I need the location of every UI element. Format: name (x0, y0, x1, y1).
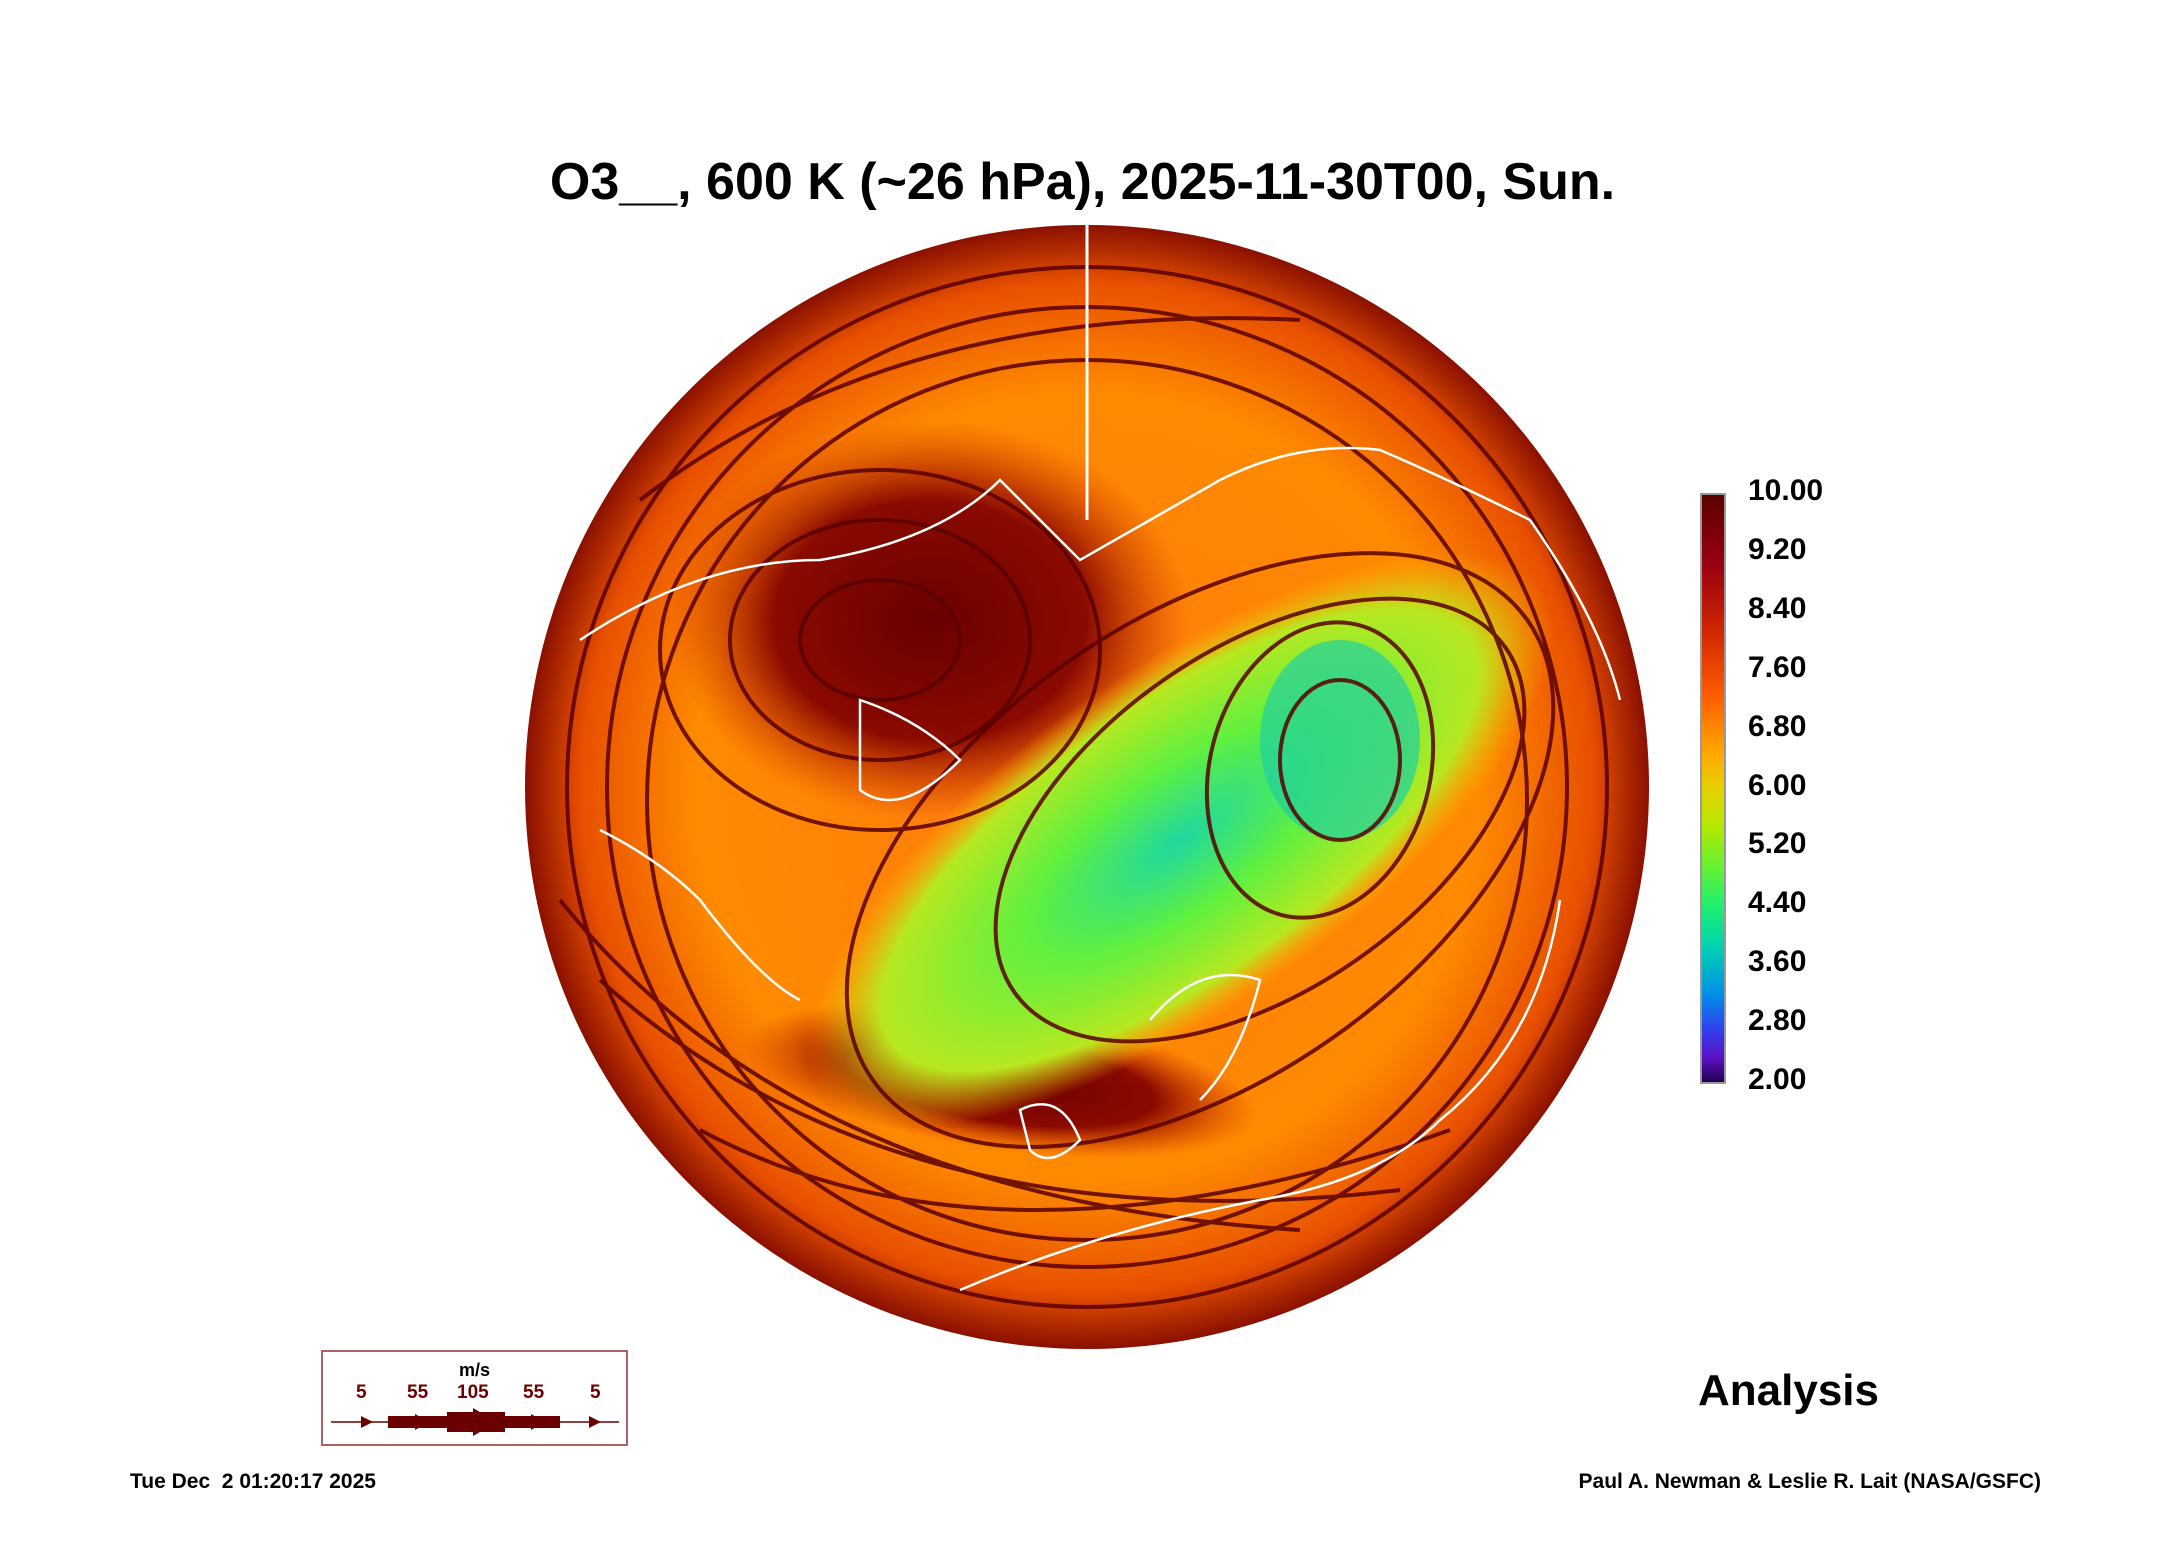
wind-speed-legend: m/s 5 55 105 55 5 (321, 1350, 628, 1446)
colorbar-tick-label: 10.00 (1748, 474, 1824, 507)
colorbar-tick-label: 4.40 (1748, 886, 1807, 920)
wind-value: 5 (590, 1382, 601, 1403)
colorbar (1700, 493, 1726, 1084)
chart-title: O3__, 600 K (~26 hPa), 2025-11-30T00, Su… (549, 153, 1616, 211)
wind-value: 105 (457, 1382, 489, 1403)
wind-unit: m/s (458, 1360, 491, 1380)
timestamp: Tue Dec 2 01:20:17 2025 (130, 1470, 376, 1493)
colorbar-tick-label: 7.60 (1748, 650, 1807, 684)
wind-value: 5 (356, 1382, 367, 1403)
credit: Paul A. Newman & Leslie R. Lait (NASA/GS… (1578, 1470, 2041, 1493)
colorbar-tick-label: 8.40 (1748, 591, 1807, 625)
wind-value: 55 (523, 1382, 545, 1403)
wind-arrow-scale (331, 1408, 619, 1436)
analysis-label: Analysis (1698, 1366, 1879, 1415)
colorbar-tick-label: 5.20 (1748, 827, 1807, 861)
colorbar-tick-label: 9.20 (1748, 532, 1807, 566)
wind-value: 55 (407, 1382, 429, 1403)
colorbar-tick-label: 2.00 (1748, 1063, 1807, 1096)
colorbar-tick-label: 6.00 (1748, 768, 1807, 802)
colorbar-tick-label: 3.60 (1748, 945, 1807, 979)
colorbar-tick-label: 6.80 (1748, 709, 1807, 743)
colorbar-tick-label: 2.80 (1748, 1004, 1807, 1038)
coastlines (579, 446, 1622, 1292)
low-ozone-core (1260, 640, 1420, 840)
